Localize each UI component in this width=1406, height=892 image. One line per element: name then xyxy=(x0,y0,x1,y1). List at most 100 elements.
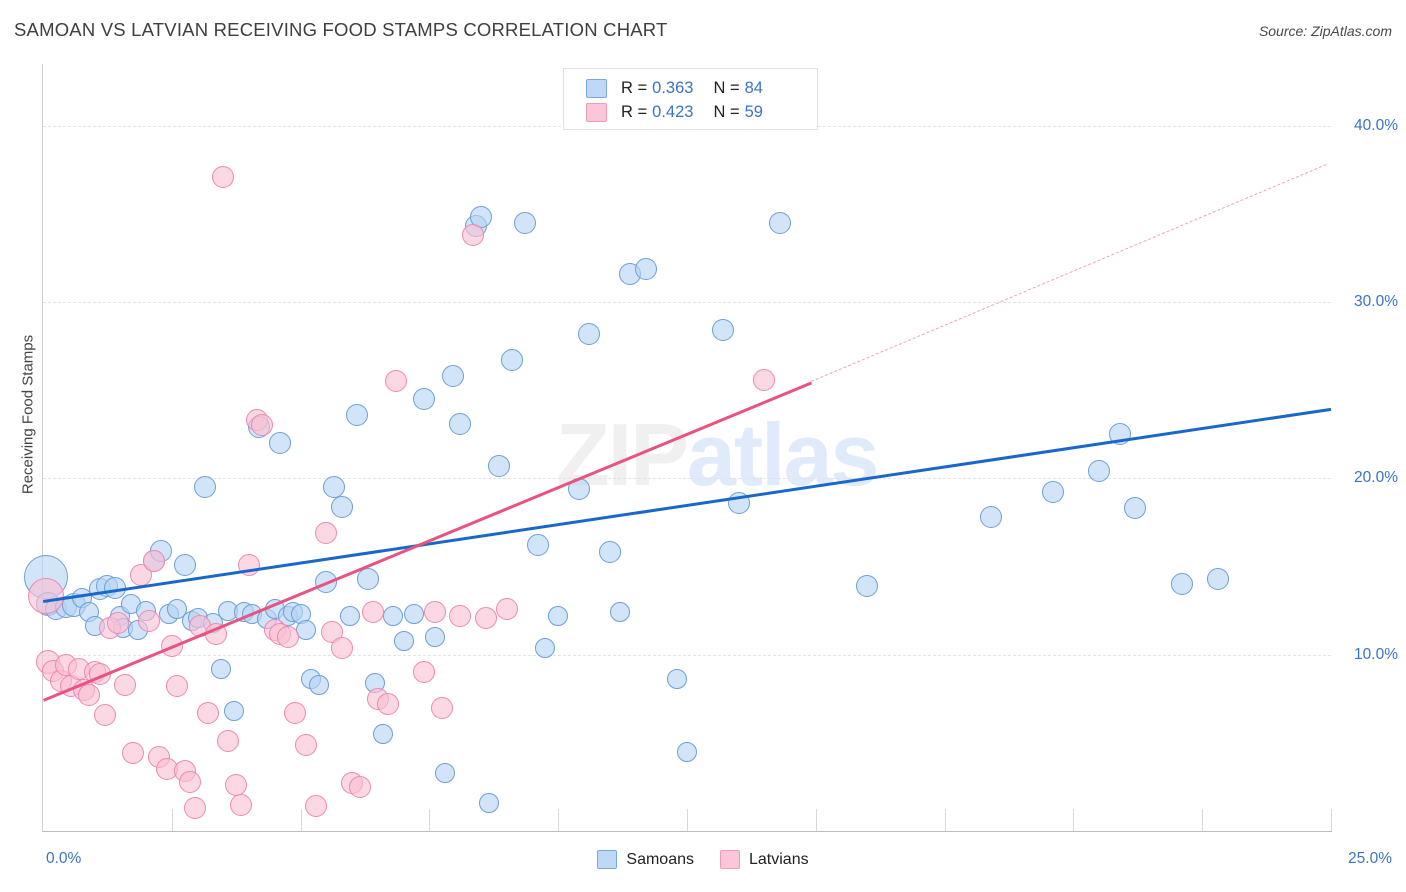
scatter-point-l[interactable] xyxy=(93,703,116,726)
scatter-point-s[interactable] xyxy=(330,495,353,518)
x-axis-tick xyxy=(171,809,173,831)
scatter-point-l[interactable] xyxy=(217,730,240,753)
scatter-point-l[interactable] xyxy=(413,661,436,684)
scatter-point-s[interactable] xyxy=(210,658,231,679)
gridline-y xyxy=(43,654,1331,656)
scatter-point-l[interactable] xyxy=(294,733,317,756)
scatter-point-s[interactable] xyxy=(173,553,196,576)
samoans-legend-swatch-icon xyxy=(597,850,618,869)
scatter-point-s[interactable] xyxy=(449,412,472,435)
trendline-extension-latvians xyxy=(810,164,1327,383)
legend-item-samoans[interactable]: Samoans xyxy=(597,850,694,869)
scatter-point-s[interactable] xyxy=(104,576,127,599)
scatter-point-s[interactable] xyxy=(1088,460,1111,483)
y-axis-tick-label: 40.0% xyxy=(1354,116,1398,134)
scatter-point-s[interactable] xyxy=(500,349,523,372)
samoans-r-value: 0.363 xyxy=(652,78,694,97)
scatter-point-s[interactable] xyxy=(393,630,414,651)
x-axis-max-label: 25.0% xyxy=(1348,850,1392,867)
scatter-point-s[interactable] xyxy=(1124,497,1147,520)
scatter-point-l[interactable] xyxy=(361,601,384,624)
scatter-point-l[interactable] xyxy=(384,370,407,393)
scatter-point-l[interactable] xyxy=(183,797,206,820)
scatter-point-s[interactable] xyxy=(712,319,735,342)
scatter-point-l[interactable] xyxy=(122,742,145,765)
scatter-point-s[interactable] xyxy=(856,574,879,597)
scatter-point-l[interactable] xyxy=(196,701,219,724)
scatter-point-l[interactable] xyxy=(377,693,400,716)
scatter-point-l[interactable] xyxy=(238,553,261,576)
page-title: SAMOAN VS LATVIAN RECEIVING FOOD STAMPS … xyxy=(14,19,668,40)
scatter-point-l[interactable] xyxy=(165,675,188,698)
scatter-point-l[interactable] xyxy=(88,663,111,686)
scatter-point-s[interactable] xyxy=(434,762,455,783)
scatter-point-s[interactable] xyxy=(513,211,536,234)
scatter-point-s[interactable] xyxy=(535,637,556,658)
scatter-point-s[interactable] xyxy=(1108,423,1131,446)
scatter-point-s[interactable] xyxy=(768,211,791,234)
scatter-point-l[interactable] xyxy=(284,701,307,724)
series-legend: Samoans Latvians xyxy=(0,850,1406,869)
latvians-legend-label: Latvians xyxy=(749,850,809,868)
scatter-point-s[interactable] xyxy=(356,567,379,590)
scatter-point-l[interactable] xyxy=(330,636,353,659)
scatter-point-l[interactable] xyxy=(305,795,328,818)
scatter-point-l[interactable] xyxy=(27,578,64,615)
scatter-point-l[interactable] xyxy=(431,696,454,719)
scatter-point-s[interactable] xyxy=(424,627,445,648)
scatter-point-s[interactable] xyxy=(598,541,621,564)
scatter-point-s[interactable] xyxy=(979,506,1002,529)
scatter-point-l[interactable] xyxy=(276,626,299,649)
y-axis-tick-label: 10.0% xyxy=(1354,645,1398,663)
scatter-point-l[interactable] xyxy=(160,634,183,657)
scatter-point-l[interactable] xyxy=(230,793,253,816)
scatter-point-s[interactable] xyxy=(194,476,217,499)
scatter-point-s[interactable] xyxy=(166,598,187,619)
scatter-point-l[interactable] xyxy=(423,601,446,624)
scatter-point-l[interactable] xyxy=(78,684,101,707)
scatter-point-s[interactable] xyxy=(413,388,436,410)
scatter-point-l[interactable] xyxy=(495,597,518,620)
scatter-point-s[interactable] xyxy=(634,257,657,280)
legend-item-latvians[interactable]: Latvians xyxy=(720,850,809,869)
samoans-swatch-icon xyxy=(586,78,607,98)
scatter-point-l[interactable] xyxy=(204,622,227,645)
scatter-point-l[interactable] xyxy=(462,224,485,247)
scatter-point-s[interactable] xyxy=(346,403,369,426)
scatter-point-l[interactable] xyxy=(137,610,160,633)
scatter-point-l[interactable] xyxy=(114,673,137,696)
scatter-point-s[interactable] xyxy=(1170,573,1193,596)
scatter-point-s[interactable] xyxy=(1041,481,1064,504)
scatter-point-s[interactable] xyxy=(223,701,244,722)
scatter-point-l[interactable] xyxy=(142,550,165,573)
scatter-point-l[interactable] xyxy=(250,414,273,437)
scatter-point-l[interactable] xyxy=(178,770,201,793)
scatter-point-s[interactable] xyxy=(373,724,394,745)
scatter-point-s[interactable] xyxy=(526,534,549,557)
scatter-point-s[interactable] xyxy=(295,619,316,640)
scatter-point-l[interactable] xyxy=(348,775,371,798)
scatter-point-s[interactable] xyxy=(487,455,510,477)
scatter-point-s[interactable] xyxy=(339,605,360,626)
scatter-point-l[interactable] xyxy=(475,606,498,629)
scatter-point-s[interactable] xyxy=(478,792,499,813)
scatter-point-l[interactable] xyxy=(449,604,472,627)
scatter-point-s[interactable] xyxy=(567,477,590,500)
scatter-point-l[interactable] xyxy=(753,368,776,391)
scatter-point-s[interactable] xyxy=(677,741,697,762)
scatter-point-s[interactable] xyxy=(610,602,631,623)
scatter-point-s[interactable] xyxy=(727,492,750,515)
scatter-point-s[interactable] xyxy=(308,674,329,695)
scatter-point-l[interactable] xyxy=(106,611,129,634)
scatter-point-s[interactable] xyxy=(578,322,601,345)
scatter-point-s[interactable] xyxy=(268,432,291,455)
scatter-point-s[interactable] xyxy=(383,605,404,626)
scatter-point-s[interactable] xyxy=(403,604,424,625)
scatter-point-s[interactable] xyxy=(666,669,687,690)
scatter-point-s[interactable] xyxy=(315,571,338,594)
scatter-point-s[interactable] xyxy=(1206,567,1229,590)
scatter-point-s[interactable] xyxy=(548,605,569,626)
scatter-point-l[interactable] xyxy=(315,522,338,545)
scatter-point-l[interactable] xyxy=(212,165,235,188)
scatter-point-s[interactable] xyxy=(441,365,464,388)
